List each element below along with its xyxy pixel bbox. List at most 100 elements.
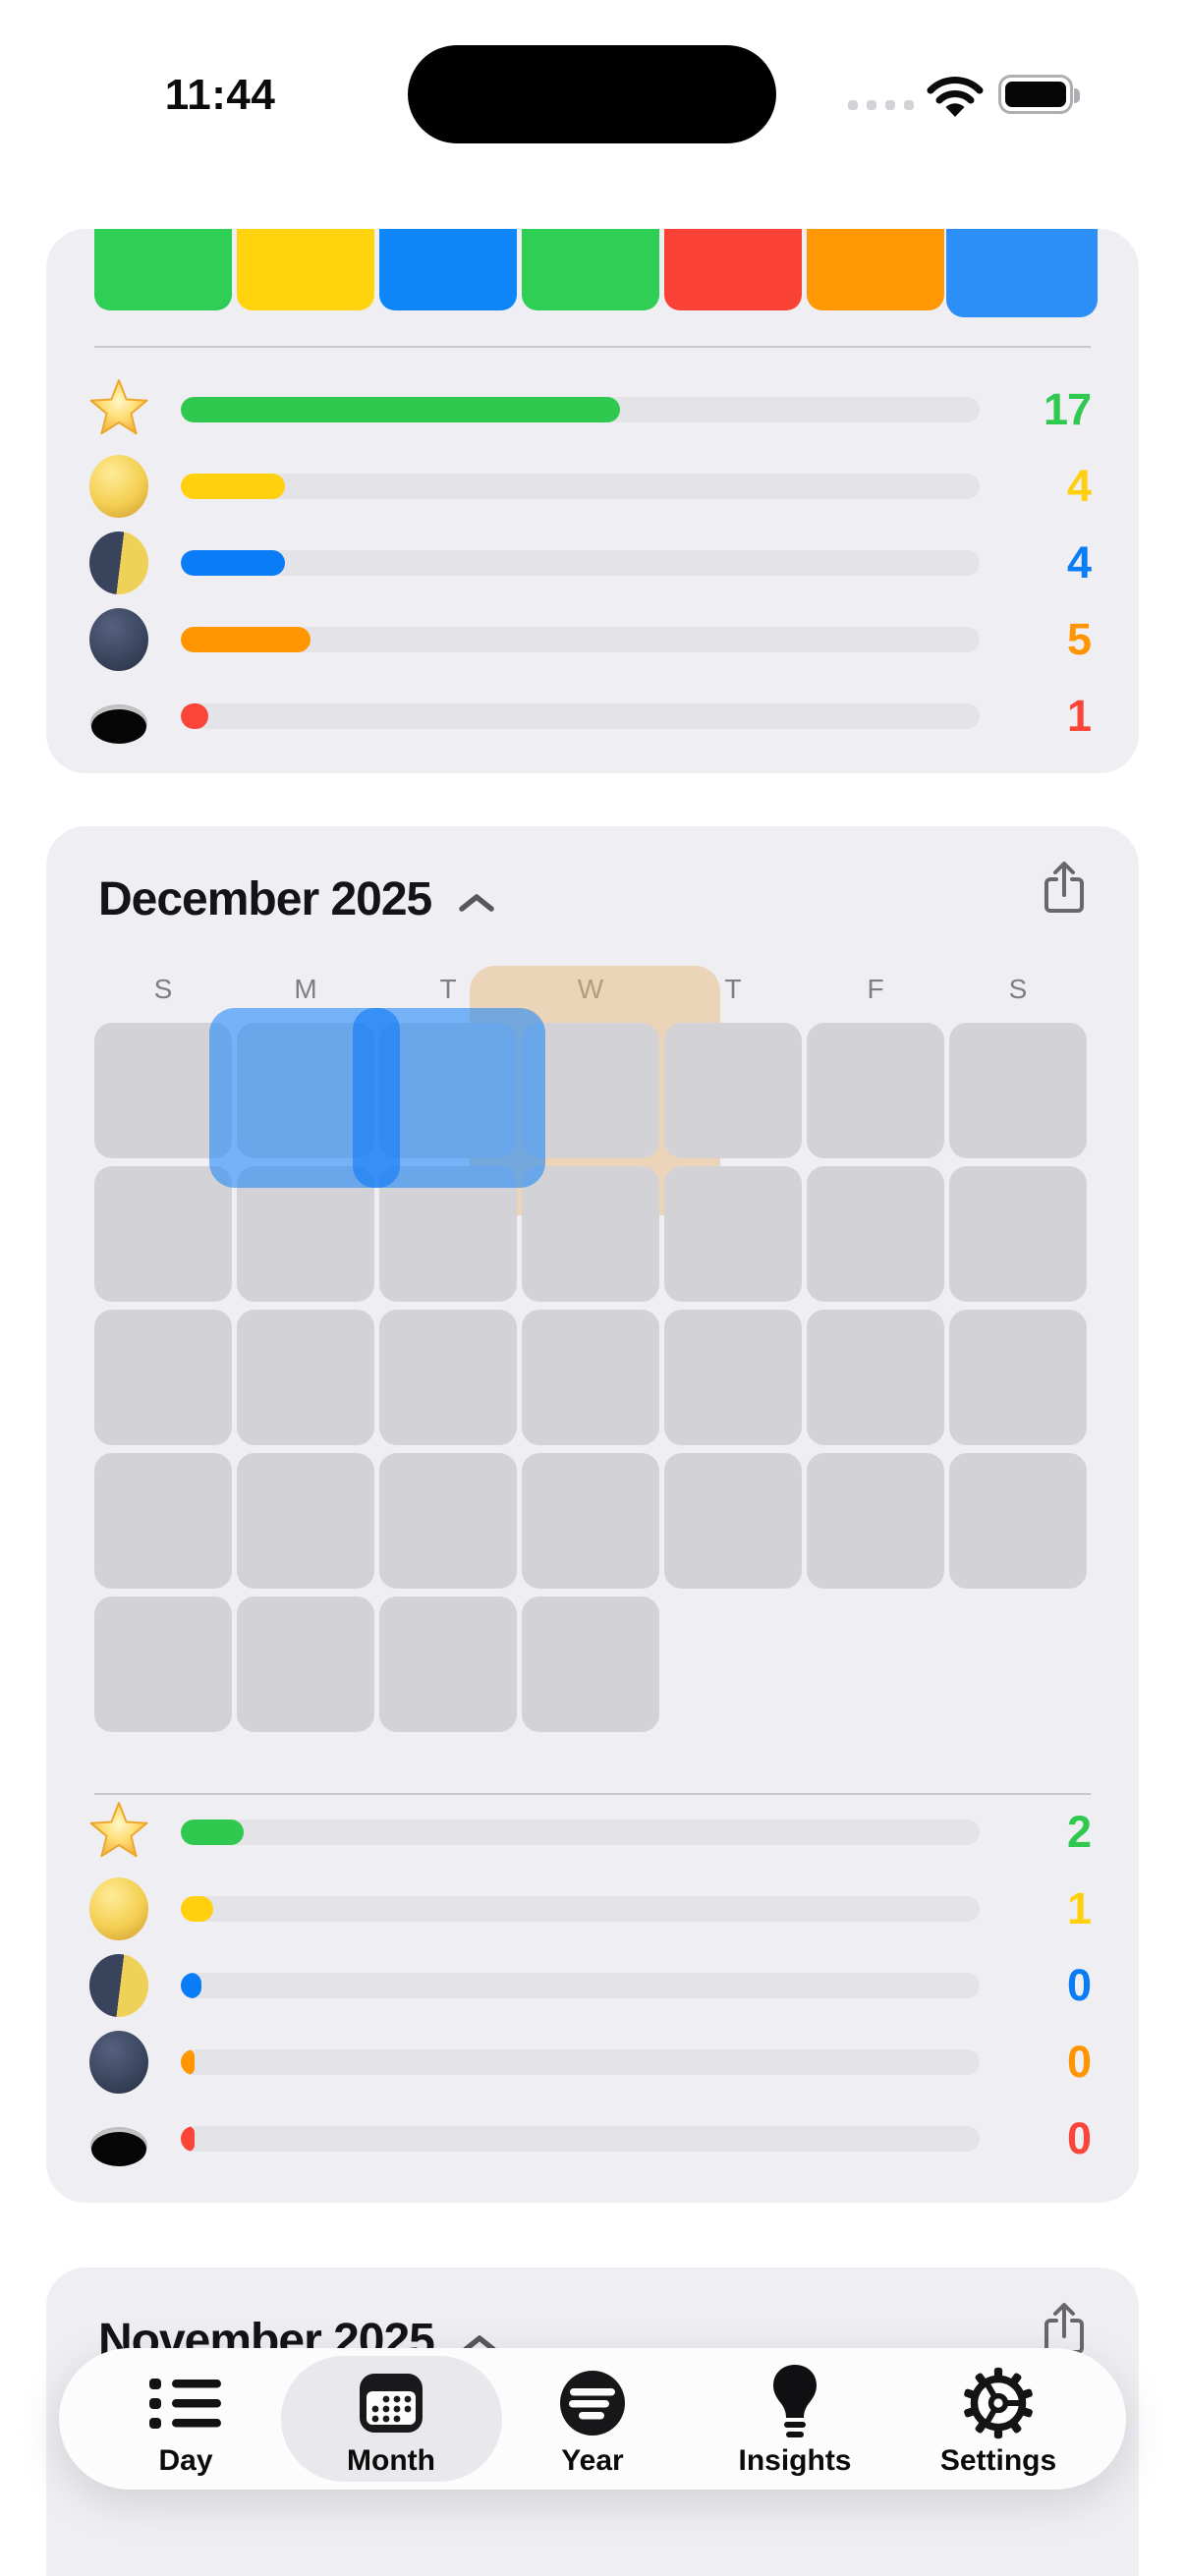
calendar-day-cell[interactable] bbox=[379, 229, 517, 310]
calendar-day-cell[interactable] bbox=[949, 1453, 1087, 1589]
calendar-day-cell[interactable] bbox=[664, 229, 802, 310]
stat-bar-track bbox=[181, 397, 980, 422]
calendar-day-cell[interactable] bbox=[664, 1453, 802, 1589]
calendar-day-cell[interactable] bbox=[379, 1596, 517, 1732]
calendar-day-cell[interactable] bbox=[522, 1166, 659, 1302]
calendar-day-cell[interactable] bbox=[949, 1023, 1087, 1158]
chevron-up-icon[interactable] bbox=[460, 2333, 499, 2360]
chevron-up-icon[interactable] bbox=[457, 892, 496, 919]
stat-bar-fill bbox=[181, 627, 310, 652]
calendar-day-cell[interactable] bbox=[807, 1310, 944, 1445]
full-moon-icon bbox=[87, 1871, 150, 1947]
calendar-day-cell[interactable] bbox=[94, 229, 232, 310]
stat-row: 1 bbox=[46, 678, 1139, 755]
calendar-day-cell[interactable] bbox=[807, 229, 944, 310]
stat-value: 5 bbox=[1066, 614, 1092, 664]
calendar-day-cell[interactable] bbox=[807, 1453, 944, 1589]
new-moon-icon bbox=[87, 601, 150, 678]
stat-bar-track bbox=[181, 2049, 980, 2075]
calendar-day-cell[interactable] bbox=[94, 1453, 232, 1589]
tab-month[interactable]: Month bbox=[303, 2364, 480, 2478]
tab-insights[interactable]: Insights bbox=[706, 2364, 883, 2478]
weekday-label: S bbox=[1008, 974, 1028, 1004]
divider bbox=[94, 1793, 1091, 1795]
tab-day[interactable]: Day bbox=[97, 2364, 274, 2478]
stat-row: 1 bbox=[46, 1871, 1139, 1947]
stat-bar-track bbox=[181, 703, 980, 729]
stat-value: 2 bbox=[1066, 1807, 1092, 1857]
calendar-week-row bbox=[94, 1166, 1091, 1302]
calendar-day-cell[interactable] bbox=[807, 1166, 944, 1302]
tab-label: Year bbox=[561, 2444, 624, 2477]
calendar-day-cell[interactable] bbox=[94, 1310, 232, 1445]
calendar-day-cell[interactable] bbox=[94, 1166, 232, 1302]
calendar-day-cell[interactable] bbox=[237, 229, 374, 310]
stat-bar-track bbox=[181, 474, 980, 499]
tab-label: Month bbox=[347, 2444, 435, 2477]
stat-bar-track bbox=[181, 550, 980, 576]
dynamic-island bbox=[408, 45, 776, 143]
stat-value: 4 bbox=[1066, 461, 1092, 511]
weekday-label: T bbox=[439, 974, 457, 1004]
calendar-day-cell[interactable] bbox=[237, 1310, 374, 1445]
tab-year[interactable]: Year bbox=[504, 2364, 681, 2478]
calendar-day-cell[interactable] bbox=[949, 1310, 1087, 1445]
stat-row: 4 bbox=[46, 448, 1139, 525]
status-time: 11:44 bbox=[164, 71, 276, 119]
tab-bar: Day Month bbox=[59, 2348, 1126, 2490]
eclipse-icon bbox=[87, 686, 150, 762]
calendar-day-cell[interactable] bbox=[379, 1166, 517, 1302]
weekday-label: S bbox=[153, 974, 173, 1004]
tab-label: Settings bbox=[939, 2444, 1057, 2477]
calendar-day-cell[interactable] bbox=[522, 229, 659, 310]
calendar-day-cell[interactable] bbox=[379, 1453, 517, 1589]
event-span-overlay-blue-dark bbox=[353, 1008, 400, 1188]
calendar-day-cell[interactable] bbox=[237, 1453, 374, 1589]
stat-bar-fill bbox=[181, 1973, 202, 1998]
calendar-day-cell[interactable] bbox=[522, 1453, 659, 1589]
tab-label: Day bbox=[158, 2444, 213, 2477]
calendar-day-cell[interactable] bbox=[522, 1310, 659, 1445]
calendar-day-cell[interactable] bbox=[807, 1023, 944, 1158]
tab-settings[interactable]: Settings bbox=[910, 2364, 1087, 2478]
stat-bar-fill bbox=[181, 550, 285, 576]
calendar-day-cell[interactable] bbox=[237, 1166, 374, 1302]
calendar-day-cell[interactable] bbox=[379, 1310, 517, 1445]
first-quarter-moon-icon bbox=[87, 525, 150, 601]
stat-value: 0 bbox=[1066, 2113, 1092, 2163]
calendar-day-cell[interactable] bbox=[664, 1166, 802, 1302]
stat-bar-fill bbox=[181, 1820, 245, 1845]
month-title[interactable]: December 2025 bbox=[98, 872, 432, 925]
stat-bar-track bbox=[181, 1973, 980, 1998]
month-header[interactable]: December 2025 bbox=[98, 862, 496, 936]
stat-value: 17 bbox=[1043, 384, 1092, 434]
stat-row: 17 bbox=[46, 371, 1139, 448]
stat-bar-fill bbox=[181, 2049, 195, 2075]
stat-value: 0 bbox=[1066, 2037, 1092, 2087]
calendar-day-cell[interactable] bbox=[949, 1166, 1087, 1302]
month-card-top: 17 4 4 5 bbox=[46, 229, 1139, 773]
lightbulb-icon bbox=[769, 2364, 820, 2442]
calendar-week-row bbox=[94, 1453, 1091, 1589]
stat-value: 1 bbox=[1066, 1883, 1092, 1933]
share-icon[interactable] bbox=[1041, 860, 1088, 919]
star-icon bbox=[87, 1794, 150, 1871]
stat-bar-fill bbox=[181, 703, 208, 729]
calendar-day-cell[interactable] bbox=[522, 1596, 659, 1732]
eclipse-icon bbox=[87, 2108, 150, 2185]
calendar-day-cell[interactable] bbox=[946, 229, 1098, 317]
stat-bar-track bbox=[181, 1896, 980, 1922]
weekday-label: T bbox=[724, 974, 742, 1004]
stat-bar-track bbox=[181, 1820, 980, 1845]
year-summary-icon bbox=[558, 2364, 627, 2442]
calendar-day-cell[interactable] bbox=[237, 1596, 374, 1732]
calendar-day-cell[interactable] bbox=[94, 1023, 232, 1158]
calendar-day-cell[interactable] bbox=[94, 1596, 232, 1732]
new-moon-icon bbox=[87, 2024, 150, 2100]
battery-icon bbox=[998, 75, 1080, 114]
battery-fill bbox=[1005, 82, 1066, 107]
calendar-day-cell[interactable] bbox=[664, 1310, 802, 1445]
calendar-day-cell[interactable] bbox=[664, 1023, 802, 1158]
tab-label: Insights bbox=[738, 2444, 852, 2477]
